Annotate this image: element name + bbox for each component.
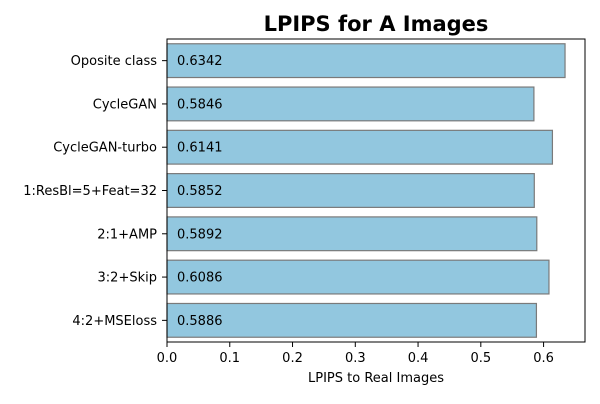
x-tick-label-4: 0.4: [408, 351, 429, 366]
chart-title: LPIPS for A Images: [264, 12, 489, 36]
x-tick-label-5: 0.5: [470, 351, 491, 366]
x-axis-ticks: 0.0 0.1 0.2 0.3 0.4 0.5 0.6: [157, 342, 554, 366]
x-axis-label: LPIPS to Real Images: [308, 371, 444, 386]
data-label-6: 0.5886: [177, 314, 223, 329]
data-label-4: 0.5892: [177, 227, 223, 242]
category-label-6: 4:2+MSEloss: [72, 314, 157, 329]
data-label-3: 0.5852: [177, 184, 223, 199]
category-label-1: CycleGAN: [93, 97, 157, 112]
x-tick-label-1: 0.1: [219, 351, 240, 366]
plot-frame: [166, 38, 586, 343]
bar-0: [166, 43, 566, 79]
category-label-3: 1:ResBl=5+Feat=32: [23, 184, 157, 199]
category-label-4: 2:1+AMP: [97, 227, 157, 242]
bar-2: [166, 129, 554, 165]
data-label-5: 0.6086: [177, 271, 223, 286]
x-tick-label-2: 0.2: [282, 351, 303, 366]
bar-1: [166, 86, 535, 122]
bar-4: [166, 216, 538, 252]
bar-3: [166, 173, 535, 208]
data-label-0: 0.6342: [177, 54, 223, 69]
bar-5: [166, 259, 550, 295]
category-label-5: 3:2+Skip: [98, 271, 157, 286]
bar-6: [166, 302, 538, 338]
category-label-2: CycleGAN-turbo: [53, 141, 157, 156]
data-label-1: 0.5846: [177, 97, 223, 112]
category-label-0: Oposite class: [71, 54, 158, 69]
x-tick-label-0: 0.0: [157, 351, 178, 366]
x-tick-label-6: 0.6: [533, 351, 554, 366]
bars-layer: 0.6342 0.5846 0.6141 0.5852 0.5892 0.6086 0.58…: [166, 43, 566, 338]
category-labels: Oposite class CycleGAN CycleGAN-turbo 1:Res…: [23, 54, 167, 329]
data-label-2: 0.6141: [177, 141, 223, 156]
x-tick-label-3: 0.3: [345, 351, 366, 366]
